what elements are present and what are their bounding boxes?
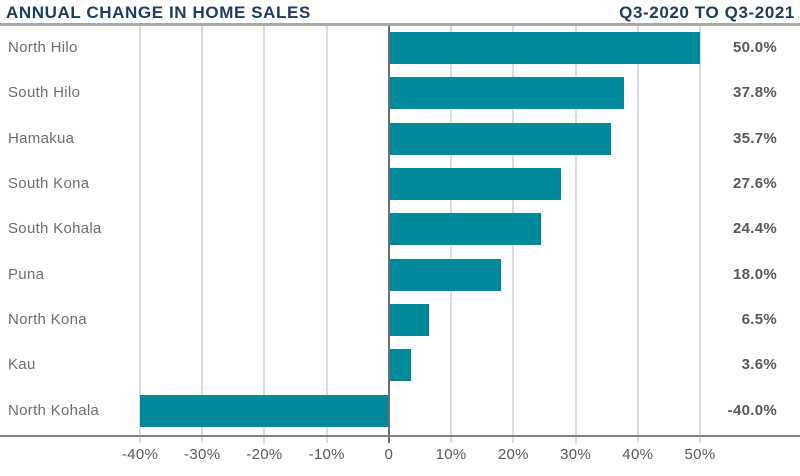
category-label: Hamakua	[8, 129, 75, 147]
x-tick-label: -30%	[184, 446, 221, 463]
value-label: 35.7%	[732, 129, 777, 147]
bar-kau	[388, 349, 412, 382]
category-label: Kau	[8, 356, 36, 374]
gridline	[263, 26, 266, 443]
bar-puna	[388, 258, 501, 291]
x-tick-label: 10%	[435, 446, 467, 463]
value-label: 18.0%	[732, 265, 777, 283]
plot-area: -40% -30% -20% -10% 0 10% 20% 30% 40% 50% North Hi…	[0, 26, 800, 476]
title-divider-rule	[0, 23, 800, 26]
x-tick-label: 40%	[622, 446, 654, 463]
category-label: North Kohala	[8, 401, 100, 419]
chart-title: ANNUAL CHANGE IN HOME SALES	[6, 3, 311, 22]
category-label: South Hilo	[8, 84, 81, 102]
x-tick-label: 0	[384, 446, 394, 463]
value-label: 3.6%	[741, 356, 777, 374]
bar-south-hilo	[388, 77, 625, 110]
x-tick-label: 30%	[560, 446, 592, 463]
value-label: 6.5%	[741, 311, 777, 329]
gridline	[325, 26, 328, 443]
x-tick-label: 20%	[497, 446, 529, 463]
gridline	[139, 26, 141, 443]
bar-north-hilo	[388, 32, 700, 64]
gridline	[636, 26, 639, 443]
gridline	[574, 26, 577, 443]
chart-subtitle-period: Q3-2020 TO Q3-2021	[619, 3, 795, 22]
value-label: 27.6%	[732, 175, 777, 193]
x-tick-label: -40%	[121, 446, 159, 463]
bar-north-kona	[388, 304, 430, 337]
x-tick-label: -10%	[308, 446, 345, 463]
value-label: 37.8%	[732, 84, 777, 102]
bar-north-kohala	[140, 394, 389, 427]
category-label: North Hilo	[8, 39, 78, 56]
bar-hamakua	[388, 122, 611, 155]
category-label: North Kona	[8, 311, 87, 329]
gridline	[699, 26, 701, 443]
x-tick-label: 50%	[684, 446, 716, 463]
bar-south-kona	[388, 168, 561, 201]
bar-south-kohala	[388, 213, 541, 246]
category-label: South Kona	[8, 175, 90, 193]
x-axis-line	[0, 435, 800, 437]
value-label: 24.4%	[732, 220, 777, 238]
zero-axis-line	[387, 26, 390, 443]
category-label: Puna	[8, 265, 45, 283]
gridline	[201, 26, 204, 443]
value-label: -40.0%	[727, 401, 777, 419]
value-label: 50.0%	[732, 39, 777, 56]
x-tick-label: -20%	[246, 446, 283, 463]
category-label: South Kohala	[8, 220, 102, 238]
